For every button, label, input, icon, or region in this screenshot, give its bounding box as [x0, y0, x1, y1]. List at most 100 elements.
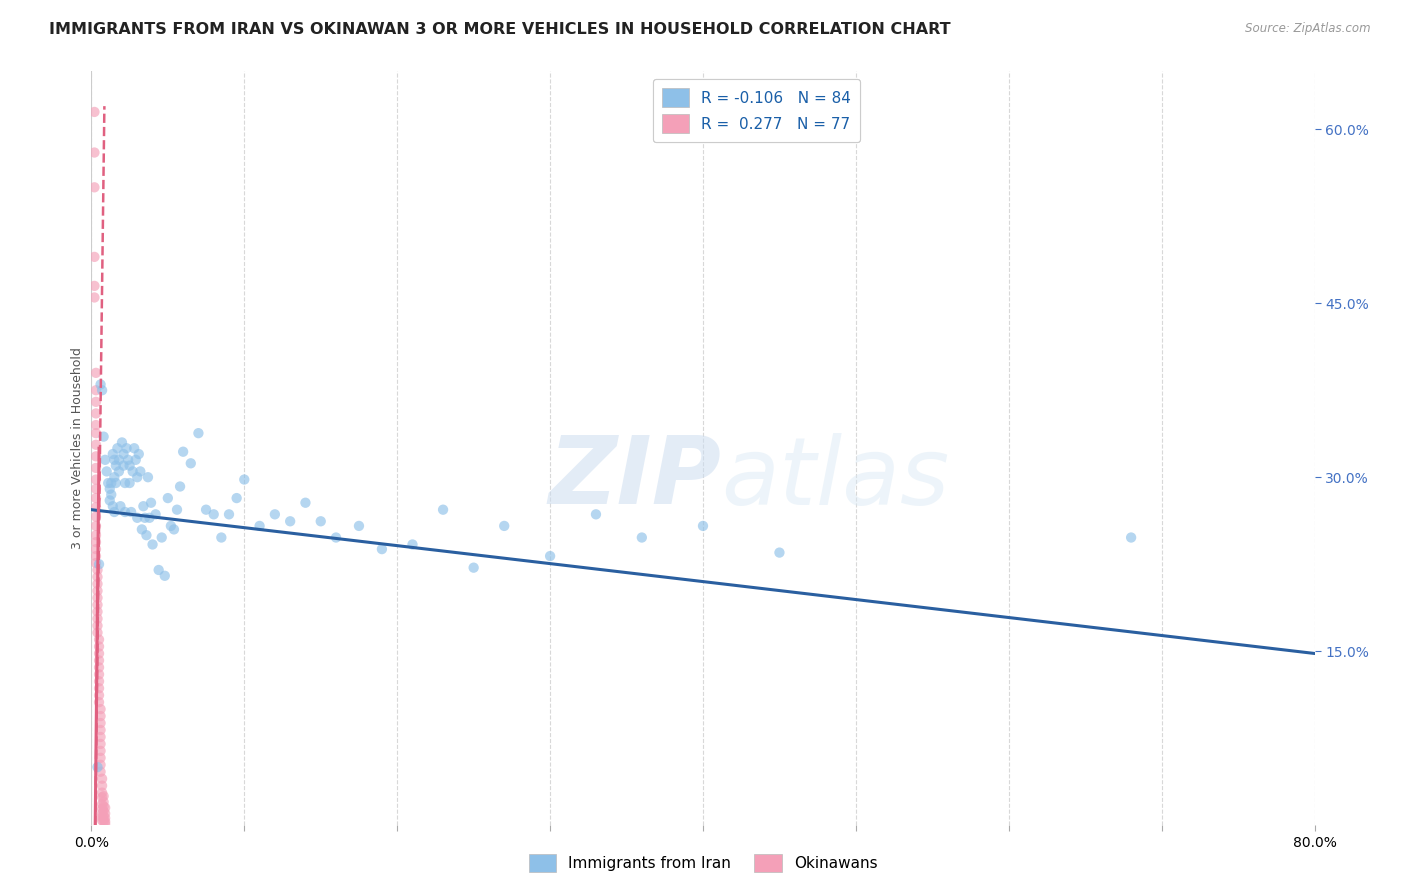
- Point: [127, 510, 149, 524]
- Point: [112, 447, 135, 461]
- Point: [84, 519, 107, 533]
- Point: [195, 502, 218, 516]
- Point: [86, 591, 108, 605]
- Point: [93, 814, 115, 829]
- Point: [93, 789, 115, 804]
- Point: [87, 688, 110, 702]
- Point: [84, 535, 107, 549]
- Point: [87, 681, 110, 696]
- Point: [84, 395, 107, 409]
- Point: [94, 814, 117, 829]
- Point: [118, 476, 141, 491]
- Point: [132, 500, 155, 514]
- Point: [86, 612, 108, 626]
- Point: [93, 804, 115, 818]
- Point: [218, 508, 240, 522]
- Point: [156, 491, 179, 505]
- Point: [131, 523, 153, 537]
- Point: [105, 442, 128, 455]
- Point: [91, 810, 114, 824]
- Point: [84, 500, 107, 515]
- Point: [110, 500, 132, 514]
- Point: [371, 542, 394, 557]
- Point: [84, 461, 107, 475]
- Point: [103, 505, 125, 519]
- Point: [93, 799, 115, 814]
- Point: [463, 560, 485, 574]
- Point: [90, 377, 112, 392]
- Point: [84, 482, 107, 496]
- Legend: Immigrants from Iran, Okinawans: Immigrants from Iran, Okinawans: [522, 846, 884, 880]
- Point: [84, 450, 107, 464]
- Point: [86, 563, 108, 577]
- Point: [1121, 531, 1143, 545]
- Point: [84, 426, 107, 441]
- Point: [90, 744, 112, 758]
- Point: [103, 470, 125, 484]
- Legend: R = -0.106   N = 84, R =  0.277   N = 77: R = -0.106 N = 84, R = 0.277 N = 77: [652, 79, 860, 142]
- Point: [145, 508, 167, 522]
- Point: [86, 598, 108, 612]
- Point: [91, 797, 114, 812]
- Point: [86, 605, 108, 619]
- Point: [121, 465, 143, 479]
- Point: [180, 456, 202, 470]
- Point: [87, 632, 110, 647]
- Point: [94, 806, 117, 821]
- Point: [141, 537, 163, 551]
- Text: Source: ZipAtlas.com: Source: ZipAtlas.com: [1246, 22, 1371, 36]
- Point: [84, 556, 107, 570]
- Text: ZIP: ZIP: [548, 433, 721, 524]
- Point: [202, 508, 225, 522]
- Point: [325, 531, 347, 545]
- Point: [84, 366, 107, 380]
- Point: [114, 505, 136, 519]
- Point: [163, 523, 186, 537]
- Point: [84, 509, 107, 524]
- Point: [90, 709, 112, 723]
- Point: [93, 430, 115, 444]
- Point: [87, 653, 110, 667]
- Point: [278, 514, 301, 528]
- Point: [90, 764, 112, 779]
- Point: [169, 479, 191, 493]
- Point: [83, 291, 105, 305]
- Point: [91, 384, 114, 398]
- Point: [115, 442, 138, 455]
- Point: [209, 531, 232, 545]
- Point: [96, 465, 118, 479]
- Point: [87, 640, 110, 654]
- Point: [91, 779, 114, 793]
- Point: [93, 809, 115, 823]
- Point: [108, 465, 131, 479]
- Point: [153, 569, 176, 583]
- Point: [94, 811, 117, 825]
- Point: [129, 465, 152, 479]
- Point: [87, 667, 110, 681]
- Point: [166, 502, 188, 516]
- Point: [104, 458, 127, 473]
- Point: [94, 453, 117, 467]
- Point: [90, 702, 112, 716]
- Point: [91, 786, 114, 800]
- Point: [87, 647, 110, 661]
- Point: [134, 510, 156, 524]
- Point: [86, 583, 108, 598]
- Point: [768, 546, 790, 560]
- Point: [249, 519, 271, 533]
- Point: [98, 482, 121, 496]
- Point: [90, 737, 112, 751]
- Point: [87, 660, 110, 674]
- Point: [90, 757, 112, 772]
- Point: [90, 730, 112, 744]
- Point: [692, 519, 714, 533]
- Point: [100, 488, 122, 502]
- Text: IMMIGRANTS FROM IRAN VS OKINAWAN 3 OR MORE VEHICLES IN HOUSEHOLD CORRELATION CHA: IMMIGRANTS FROM IRAN VS OKINAWAN 3 OR MO…: [49, 22, 950, 37]
- Point: [84, 384, 107, 398]
- Point: [86, 760, 108, 774]
- Point: [114, 476, 136, 491]
- Point: [84, 473, 107, 487]
- Point: [160, 519, 183, 533]
- Point: [120, 505, 142, 519]
- Point: [93, 813, 115, 827]
